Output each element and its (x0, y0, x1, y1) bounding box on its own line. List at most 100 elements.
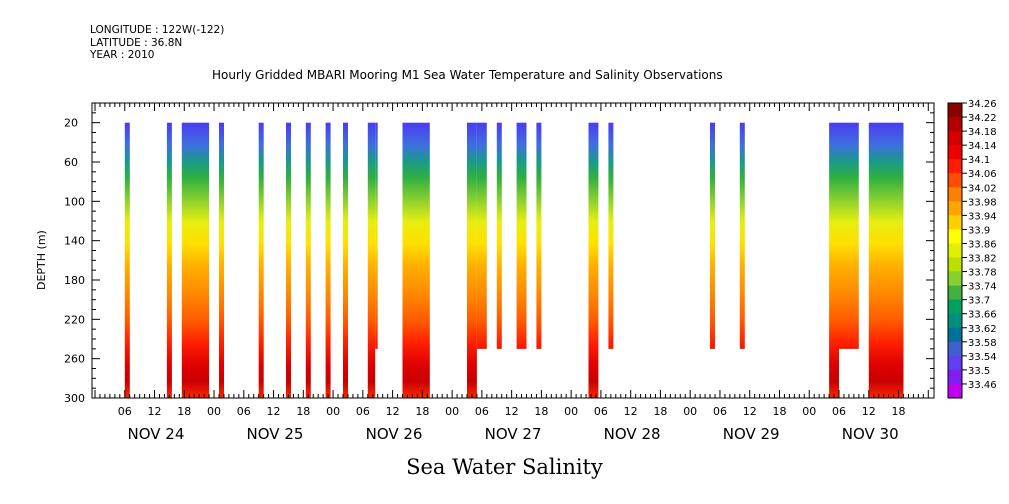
salinity-column (608, 122, 614, 349)
x-tick-label: 06 (713, 405, 727, 418)
y-axis-label: DEPTH (m) (35, 230, 48, 290)
colorbar-swatch (948, 383, 962, 399)
chart-title: Hourly Gridded MBARI Mooring M1 Sea Wate… (212, 68, 723, 82)
salinity-column (343, 122, 348, 398)
salinity-column (286, 122, 291, 398)
salinity-column (829, 122, 839, 398)
y-tick-label: 220 (64, 313, 85, 326)
y-tick-label: 300 (64, 392, 85, 405)
y-tick-label: 180 (64, 274, 85, 287)
x-tick-label: 18 (415, 405, 429, 418)
x-tick-label: 06 (356, 405, 370, 418)
salinity-column (588, 122, 599, 398)
x-tick-label: 00 (564, 405, 578, 418)
y-tick-label: 20 (64, 117, 78, 130)
colorbar-swatch (948, 159, 962, 174)
x-tick-label: 00 (207, 405, 221, 418)
salinity-column (402, 122, 430, 398)
colorbar-label: 33.98 (968, 197, 997, 208)
salinity-column (181, 122, 210, 398)
salinity-column (496, 122, 502, 349)
colorbar-swatch (948, 299, 962, 315)
y-tick-label: 100 (64, 195, 85, 208)
salinity-column (124, 122, 130, 398)
x-tick-label: 18 (892, 405, 906, 418)
x-tick-label: 18 (296, 405, 310, 418)
colorbar-label: 33.62 (968, 324, 997, 335)
salinity-column (516, 122, 527, 349)
data-layer (124, 122, 904, 398)
colorbar-label: 33.58 (968, 338, 997, 349)
colorbar-label: 34.26 (968, 99, 997, 110)
colorbar-swatch (948, 229, 962, 244)
y-tick-label: 260 (64, 353, 85, 366)
salinity-column (739, 122, 745, 349)
x-day-label: NOV 26 (366, 425, 423, 443)
x-tick-label: 00 (683, 405, 697, 418)
colorbar-swatch (948, 355, 962, 371)
x-tick-label: 12 (505, 405, 519, 418)
x-tick-label: 12 (386, 405, 400, 418)
colorbar-swatch (948, 145, 962, 160)
colorbar: 34.26 34.22 34.18 34.14 34.1 34.06 34.02 33.98 3… (947, 99, 997, 399)
colorbar-swatch (948, 215, 962, 230)
colorbar-swatch (948, 271, 962, 287)
colorbar-label: 33.7 (968, 296, 990, 307)
x-tick-label: 06 (475, 405, 489, 418)
plot-frame (91, 102, 935, 399)
x-tick-label: 00 (326, 405, 340, 418)
x-tick-label: 12 (148, 405, 162, 418)
salinity-column (219, 122, 224, 398)
x-tick-label: 18 (177, 405, 191, 418)
x-tick-label: 06 (118, 405, 132, 418)
salinity-column (166, 122, 172, 398)
salinity-column (868, 122, 904, 398)
colorbar-swatch (948, 327, 962, 343)
axis-layer: 20 60 100 140 180 220 260 300 DEPTH (m) 06 12 18 00 0… (35, 102, 934, 443)
salinity-column (839, 122, 859, 349)
salinity-column (467, 122, 477, 398)
colorbar-swatch (948, 117, 962, 132)
colorbar-label: 34.06 (968, 169, 997, 180)
x-tick-label: 18 (534, 405, 548, 418)
colorbar-label: 33.94 (968, 211, 997, 222)
x-day-label: NOV 28 (604, 425, 661, 443)
colorbar-swatch (948, 341, 962, 357)
colorbar-label: 33.66 (968, 310, 997, 321)
colorbar-swatch (948, 173, 962, 188)
x-tick-label: 12 (862, 405, 876, 418)
colorbar-swatch (948, 201, 962, 216)
colorbar-label: 34.1 (968, 155, 990, 166)
x-tick-label: 18 (772, 405, 786, 418)
x-day-label: NOV 30 (842, 425, 899, 443)
x-tick-label: 06 (237, 405, 251, 418)
colorbar-swatch (948, 187, 962, 202)
x-tick-label: 18 (653, 405, 667, 418)
colorbar-swatch (948, 369, 962, 385)
x-day-label: NOV 29 (723, 425, 780, 443)
colorbar-swatch (948, 131, 962, 146)
salinity-column (258, 122, 264, 398)
colorbar-label: 34.22 (968, 113, 997, 124)
salinity-column (367, 122, 376, 398)
salinity-column (476, 122, 487, 349)
y-tick-label: 140 (64, 235, 85, 248)
longitude-text: LONGITUDE : 122W(-122) (90, 24, 225, 36)
salinity-column (305, 122, 311, 398)
metadata-block: LONGITUDE : 122W(-122) LATITUDE : 36.8N … (90, 24, 224, 62)
colorbar-label: 33.78 (968, 268, 997, 279)
x-day-label: NOV 25 (247, 425, 304, 443)
x-tick-label: 00 (802, 405, 816, 418)
salinity-column (536, 122, 542, 349)
colorbar-label: 34.02 (968, 183, 997, 194)
colorbar-label: 34.18 (968, 127, 997, 138)
colorbar-frame (947, 102, 963, 399)
colorbar-label: 33.82 (968, 254, 997, 265)
colorbar-label: 33.86 (968, 239, 997, 250)
colorbar-label: 33.5 (968, 366, 990, 377)
y-tick-label: 60 (64, 156, 78, 169)
year-text: YEAR : 2010 (90, 49, 155, 61)
colorbar-swatch (948, 257, 962, 273)
salinity-column (325, 122, 331, 398)
